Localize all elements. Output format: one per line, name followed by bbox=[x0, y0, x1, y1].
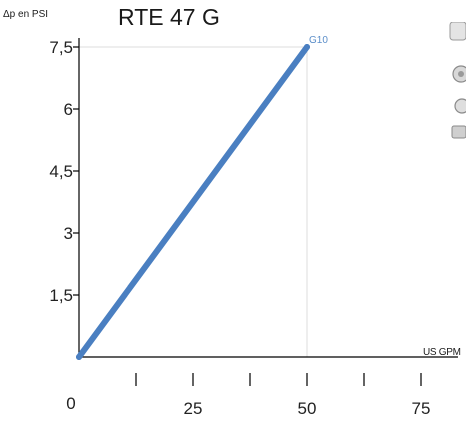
x-tick-label-0: 0 bbox=[66, 394, 75, 413]
y-axis-label: Δp en PSI bbox=[3, 9, 48, 20]
chart-title: RTE 47 G bbox=[118, 4, 220, 31]
y-tick-label-2: 4,5 bbox=[49, 162, 73, 181]
product-image-fragment bbox=[448, 22, 466, 142]
y-tick-label-1: 3 bbox=[64, 224, 73, 243]
series-line-0 bbox=[79, 47, 307, 357]
x-tick-label-1: 25 bbox=[184, 399, 203, 418]
y-tick-label-0: 1,5 bbox=[49, 286, 73, 305]
annotation-0: G10 bbox=[309, 35, 328, 46]
series-0-point-0 bbox=[76, 354, 82, 360]
y-tick-label-4: 7,5 bbox=[49, 38, 73, 57]
y-tick-label-3: 6 bbox=[64, 100, 73, 119]
x-tick-label-3: 75 bbox=[412, 399, 431, 418]
x-tick-label-2: 50 bbox=[298, 399, 317, 418]
x-axis-label: US GPM bbox=[423, 347, 461, 358]
